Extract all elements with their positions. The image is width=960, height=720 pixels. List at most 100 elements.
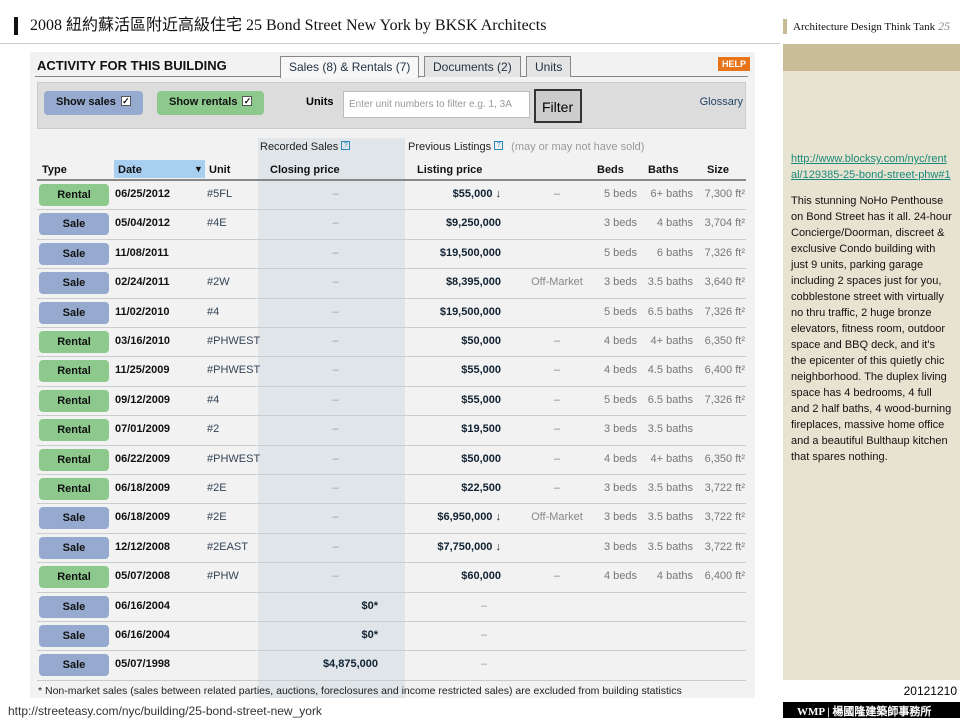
type-badge[interactable]: Sale [39, 272, 109, 295]
type-badge[interactable]: Rental [39, 448, 109, 471]
closing-price-cell: – [332, 570, 339, 583]
closing-price-cell: – [332, 188, 339, 200]
date-cell: 09/12/2009 [115, 393, 171, 406]
table-row[interactable]: Rental 09/12/2009 #4 – $55,000 – 5 beds 6.5 bat… [37, 387, 746, 417]
col-size[interactable]: Size [707, 164, 730, 176]
baths-cell: 4+ baths [650, 335, 693, 347]
beds-cell: 4 beds [603, 570, 637, 583]
show-sales-toggle[interactable]: Show sales ✓ [44, 91, 143, 115]
type-badge[interactable]: Sale [39, 242, 109, 265]
sort-desc-icon[interactable]: ▼ [194, 164, 203, 174]
closing-price-cell: $0* [361, 599, 378, 612]
table-row[interactable]: Rental 03/16/2010 #PHWEST – $50,000 – 4 beds 4+… [37, 328, 746, 358]
table-row[interactable]: Sale 06/16/2004 $0* – [37, 622, 746, 652]
help-icon[interactable]: ? [494, 141, 504, 150]
type-badge[interactable]: Sale [39, 625, 109, 647]
baths-cell: 3.5 baths [647, 482, 693, 494]
type-badge[interactable]: Rental [39, 184, 109, 206]
type-badge[interactable]: Sale [39, 301, 109, 324]
closing-price-cell: $4,875,000 [322, 658, 378, 671]
checkbox-checked-icon[interactable]: ✓ [120, 96, 131, 106]
beds-cell: 3 beds [603, 482, 637, 494]
type-badge[interactable]: Rental [39, 331, 109, 353]
table-row[interactable]: Sale 06/18/2009 #2E – $6,950,000 ↓ Off-Market… [37, 504, 746, 534]
tab-units[interactable]: Units [526, 56, 572, 77]
col-beds[interactable]: Beds [597, 164, 624, 176]
col-unit[interactable]: Unit [209, 164, 231, 176]
date-cell: 11/08/2011 [115, 246, 169, 259]
type-badge[interactable]: Sale [39, 213, 109, 236]
type-badge[interactable]: Sale [39, 595, 109, 618]
filter-bar: Show sales ✓ Show rentals ✓ Units Enter un… [37, 82, 746, 129]
table-row[interactable]: Sale 05/04/2012 #4E – $9,250,000 3 beds 4 bath… [37, 210, 746, 240]
type-badge[interactable]: Rental [39, 360, 109, 383]
type-badge[interactable]: Rental [39, 389, 109, 412]
table-row[interactable]: Sale 05/07/1998 $4,875,000 – [37, 651, 746, 681]
filter-button[interactable]: Filter [534, 89, 582, 123]
table-row[interactable]: Rental 06/25/2012 #5FL – $55,000 ↓ – 5 beds 6+ … [37, 181, 746, 211]
unit-cell: #PHWEST [207, 452, 261, 465]
baths-cell: 6.5 baths [647, 393, 693, 406]
activity-panel: ACTIVITY FOR THIS BUILDING Sales (8) & R… [30, 52, 755, 698]
table-row[interactable]: Rental 06/22/2009 #PHWEST – $50,000 – 4 beds 4+… [37, 446, 746, 475]
unit-cell: #PHWEST [207, 335, 261, 347]
help-icon[interactable]: ? [341, 141, 351, 150]
table-row[interactable]: Rental 06/18/2009 #2E – $22,500 – 3 beds 3.5 ba… [37, 475, 746, 505]
col-type[interactable]: Type [42, 164, 67, 176]
beds-cell: 5 beds [603, 246, 637, 259]
units-input[interactable]: Enter unit numbers to filter e.g. 1, 3A [343, 91, 530, 118]
show-rentals-toggle[interactable]: Show rentals ✓ [157, 91, 265, 115]
status-cell: – [553, 335, 561, 347]
checkbox-checked-icon[interactable]: ✓ [242, 96, 253, 106]
date-cell: 06/16/2004 [115, 599, 171, 612]
table-row[interactable]: Sale 11/08/2011 – $19,500,000 5 beds 6 baths 7… [37, 240, 746, 270]
logo: WMP | 楊國隆建築師事務所 [783, 702, 960, 718]
table-row[interactable]: Rental 11/25/2009 #PHWEST – $55,000 – 4 beds 4.… [37, 357, 746, 387]
status-cell: – [553, 423, 561, 436]
recorded-sales-column [258, 138, 405, 698]
baths-cell: 3.5 baths [647, 540, 693, 553]
size-cell: 7,326 ft² [704, 246, 745, 259]
col-closing-price[interactable]: Closing price [270, 164, 340, 176]
listing-price-cell: $19,500 [461, 423, 501, 436]
group-note: (may or may not have sold) [511, 141, 645, 153]
type-badge[interactable]: Sale [39, 507, 109, 530]
header-right: Architecture Design Think Tank 25 [783, 19, 950, 34]
listing-price-cell: – [480, 629, 487, 641]
unit-cell: #PHWEST [207, 364, 261, 377]
slide-date: 20121210 [903, 684, 957, 698]
table-row[interactable]: Sale 11/02/2010 #4 – $19,500,000 5 beds 6.5 ba… [37, 299, 746, 328]
help-button[interactable]: HELP [718, 57, 751, 71]
col-baths[interactable]: Baths [648, 164, 679, 176]
type-badge[interactable]: Sale [39, 536, 109, 559]
type-badge[interactable]: Rental [39, 566, 109, 589]
listing-price-cell: – [480, 658, 487, 671]
beds-cell: 3 beds [603, 511, 637, 524]
group-label: Recorded Sales [260, 141, 339, 153]
table-row[interactable]: Sale 02/24/2011 #2W – $8,395,000 Off-Market 3 … [37, 269, 746, 299]
table-row[interactable]: Rental 07/01/2009 #2 – $19,500 – 3 beds 3.5 bat… [37, 416, 746, 446]
type-badge[interactable]: Rental [39, 419, 109, 442]
table-row[interactable]: Sale 12/12/2008 #2EAST – $7,750,000 ↓ 3 beds 3… [37, 534, 746, 564]
date-cell: 06/22/2009 [115, 452, 171, 465]
col-listing-price[interactable]: Listing price [417, 164, 483, 176]
table-row[interactable]: Rental 05/07/2008 #PHW – $60,000 – 4 beds 4 bat… [37, 563, 746, 593]
show-rentals-label: Show rentals [169, 96, 238, 108]
date-cell: 02/24/2011 [115, 276, 170, 289]
date-cell: 06/16/2004 [115, 629, 171, 641]
table-row[interactable]: Sale 06/16/2004 $0* – [37, 593, 746, 622]
unit-cell: #2EAST [207, 540, 248, 553]
date-cell: 06/18/2009 [115, 482, 171, 494]
status-cell: – [553, 364, 561, 377]
date-header-highlight[interactable] [114, 160, 205, 178]
type-badge[interactable]: Sale [39, 654, 109, 677]
type-badge[interactable]: Rental [39, 478, 109, 500]
tab-sales-rentals[interactable]: Sales (8) & Rentals (7) [280, 56, 420, 78]
listing-price-cell: $22,500 [461, 482, 501, 494]
closing-price-cell: – [332, 217, 339, 230]
col-date[interactable]: Date [118, 164, 142, 176]
glossary-link[interactable]: Glossary [699, 96, 743, 108]
closing-price-cell: – [332, 276, 339, 289]
listing-link[interactable]: http://www.blocksy.com/nyc/rental/129385… [791, 153, 951, 181]
tab-documents[interactable]: Documents (2) [424, 56, 521, 77]
